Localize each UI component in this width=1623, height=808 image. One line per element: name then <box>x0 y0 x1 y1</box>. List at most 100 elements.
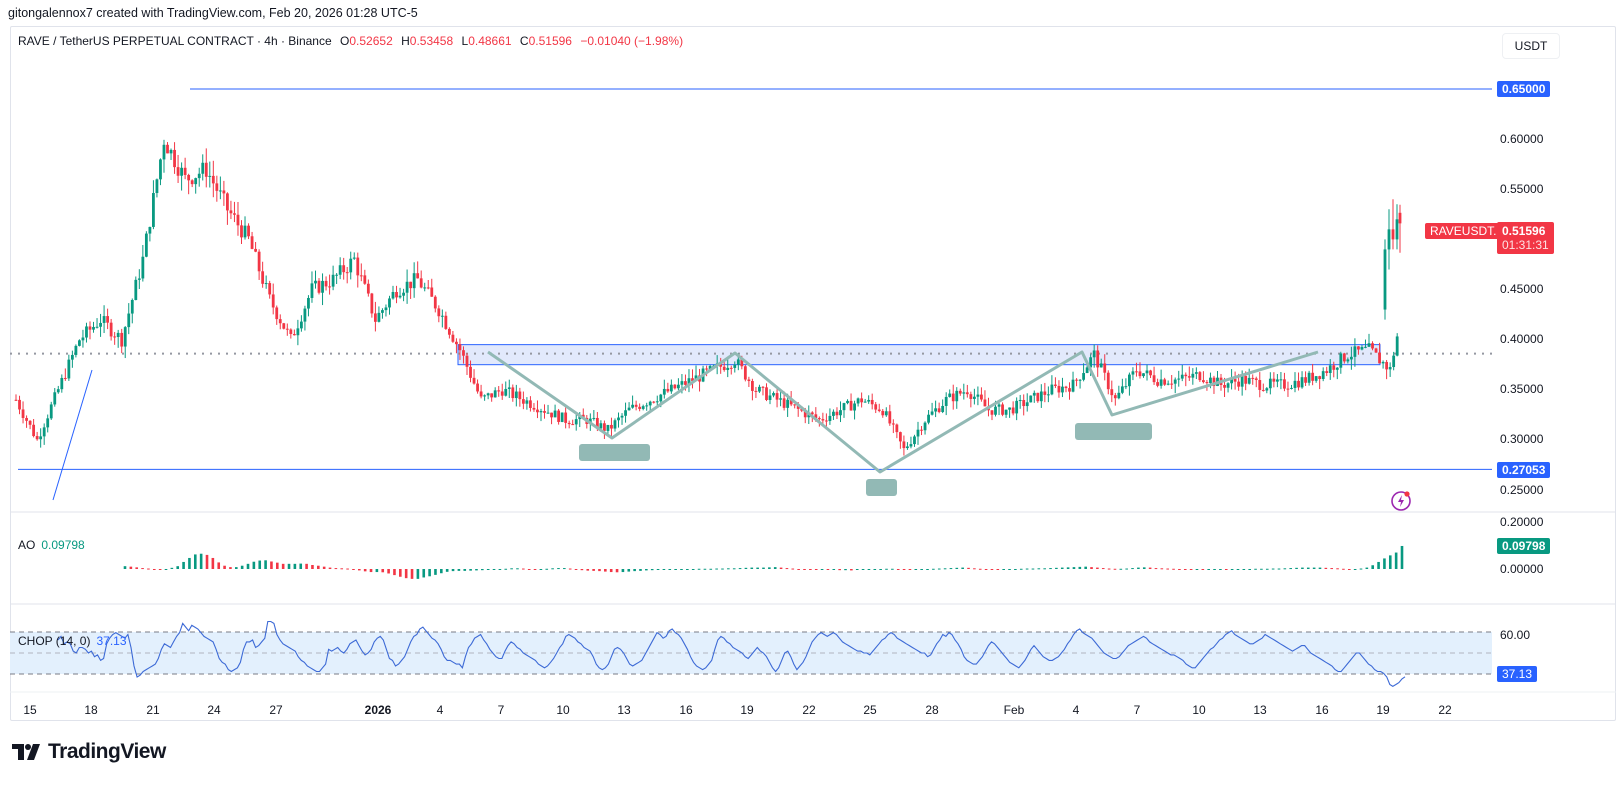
candle-body <box>363 275 367 284</box>
current-price-tag: 0.51596 01:31:31 <box>1497 222 1554 254</box>
candle-body <box>842 403 846 411</box>
candle-body <box>1268 378 1272 389</box>
candle-body <box>1286 388 1290 390</box>
candle-body <box>972 396 976 399</box>
symbol-legend: RAVE / TetherUS PERPETUAL CONTRACT · 4h … <box>18 34 683 48</box>
ao-bar <box>621 569 625 573</box>
ao-bar <box>920 569 923 570</box>
candle-body <box>1092 350 1096 358</box>
ao-bar <box>527 569 531 570</box>
candle-body <box>617 417 620 421</box>
trendline <box>52 369 93 501</box>
candle-body <box>1106 372 1110 390</box>
high-label: H <box>401 34 410 48</box>
candle-body <box>1318 376 1322 379</box>
ao-bar <box>691 569 695 570</box>
ao-bar <box>674 569 677 570</box>
candle-body <box>1371 343 1374 349</box>
candle-body <box>536 409 539 413</box>
candle-body <box>1064 386 1068 389</box>
candle-body <box>1357 346 1360 350</box>
ao-bar <box>1195 569 1199 570</box>
candle-body <box>35 436 39 440</box>
candle-body <box>247 225 250 237</box>
ao-bar <box>809 569 812 570</box>
candle-body <box>1314 376 1318 381</box>
ao-label[interactable]: AO <box>18 538 36 552</box>
ao-bar <box>1318 567 1322 569</box>
candle-body <box>296 328 300 336</box>
candle-body <box>1078 379 1082 381</box>
candle-body <box>21 409 25 418</box>
candle-body <box>1258 380 1262 390</box>
level-low-tag[interactable]: 0.27053 <box>1497 462 1551 478</box>
candle-body <box>359 275 363 277</box>
candle-body <box>1096 350 1100 368</box>
ao-bar <box>510 568 513 570</box>
candle-body <box>624 410 627 416</box>
candle-body <box>603 423 606 431</box>
resistance-zone <box>457 344 1381 366</box>
ao-bar <box>756 567 759 569</box>
candle-body <box>1283 379 1286 389</box>
lightning-alert-icon[interactable] <box>1390 489 1412 511</box>
candle-body <box>85 326 88 338</box>
candle-body <box>638 406 642 409</box>
ao-bar <box>785 568 789 570</box>
candle-body <box>1395 219 1399 240</box>
symbol-title[interactable]: RAVE / TetherUS PERPETUAL CONTRACT · 4h … <box>18 34 332 48</box>
candle-body <box>1201 380 1205 383</box>
ao-bar <box>504 568 508 570</box>
price-axis-label: 0.25000 <box>1500 483 1544 497</box>
ao-bar <box>1224 569 1228 570</box>
candle-body <box>116 332 120 338</box>
ao-bar <box>1084 566 1087 569</box>
candle-body <box>1385 361 1389 370</box>
chart-frame <box>10 26 1616 721</box>
ao-bar <box>358 569 361 571</box>
ao-bar <box>1019 568 1023 570</box>
candle-body <box>352 257 356 259</box>
candle-body <box>684 381 687 385</box>
ao-bar <box>1055 567 1058 569</box>
ao-bar <box>955 567 959 569</box>
candle-body <box>278 319 282 324</box>
chop-label[interactable]: CHOP (14, 0) <box>18 634 91 648</box>
ao-value: 0.09798 <box>41 538 85 552</box>
ao-bar <box>152 569 156 570</box>
ao-bar <box>832 569 836 570</box>
price-axis-label: 0.55000 <box>1500 182 1544 196</box>
tradingview-logo[interactable]: TradingView <box>12 740 166 764</box>
ao-bar <box>1230 569 1234 570</box>
candle-body <box>592 417 596 419</box>
candle-body <box>299 321 303 329</box>
candle-body <box>155 179 159 194</box>
candle-body <box>906 446 909 449</box>
ao-bar <box>404 569 408 579</box>
candle-body <box>497 390 501 392</box>
candle-body <box>1039 391 1043 402</box>
candle-body <box>303 308 307 322</box>
ao-bar <box>416 569 420 579</box>
candle-body <box>56 389 60 393</box>
candle-body <box>1300 377 1304 388</box>
ao-bar <box>264 560 267 569</box>
candle-body <box>1001 404 1004 415</box>
ao-bar <box>281 563 285 569</box>
candle-body <box>384 307 388 311</box>
candle-body <box>1152 375 1156 383</box>
candle-body <box>1240 375 1244 387</box>
candle-body <box>1029 395 1033 403</box>
candle-body <box>1335 367 1339 370</box>
ao-bar <box>879 569 882 570</box>
candle-body <box>765 387 768 400</box>
ao-bar <box>328 567 332 569</box>
ao-bar <box>563 568 566 570</box>
ao-bar <box>147 568 150 570</box>
ao-bar <box>129 566 133 569</box>
candle-body <box>613 420 617 429</box>
level-high-tag[interactable]: 0.65000 <box>1497 81 1551 97</box>
currency-button[interactable]: USDT <box>1502 33 1560 59</box>
candle-body <box>913 436 916 445</box>
